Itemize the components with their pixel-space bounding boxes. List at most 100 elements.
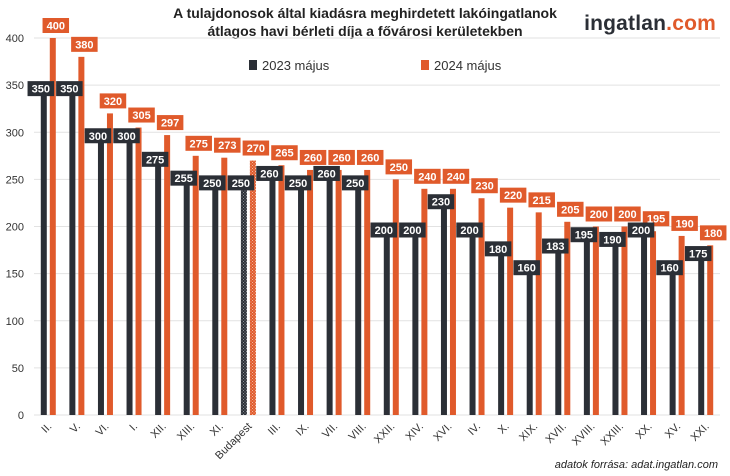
- data-label-2024: 200: [590, 209, 608, 221]
- bar-2024: [278, 165, 285, 415]
- x-tick-label: XII.: [149, 421, 169, 441]
- data-label-box-2024: [642, 211, 670, 227]
- bar-2024: [678, 235, 685, 415]
- bar-2024: [221, 157, 228, 415]
- data-label-box-2024: [328, 149, 355, 165]
- data-label-2024: 240: [447, 171, 465, 183]
- x-tick-label: XXI.: [689, 421, 712, 444]
- data-label-box-2023: [370, 222, 398, 238]
- data-label-box-2024: [42, 18, 70, 33]
- data-label-2024: 320: [104, 96, 122, 108]
- data-label-2023: 190: [603, 234, 621, 246]
- data-label-2024: 190: [675, 218, 693, 230]
- bar-2023: [698, 250, 705, 415]
- data-label-2024: 265: [275, 148, 293, 160]
- bar-2024: [621, 226, 628, 415]
- ingatlan-logo: ingatlan.com: [584, 12, 716, 36]
- data-label-2023: 260: [317, 168, 335, 180]
- data-label-box-2024: [99, 93, 127, 109]
- x-tick-label: XX.: [634, 421, 655, 442]
- bar-2023: [326, 169, 333, 415]
- data-label-2023: 200: [632, 225, 650, 237]
- y-tick-label: 250: [6, 174, 24, 186]
- bar-2023: [469, 226, 476, 415]
- bar-2024: [592, 226, 599, 415]
- bar-2024: [421, 188, 428, 415]
- data-label-box-2023: [341, 175, 369, 191]
- bar-2024: [364, 169, 371, 415]
- bar-2023: [612, 235, 619, 415]
- data-label-2024: 260: [332, 152, 350, 164]
- data-source-note: adatok forrása: adat.ingatlan.com: [554, 459, 718, 471]
- data-label-box-2024: [128, 107, 155, 123]
- data-label-2023: 260: [260, 168, 278, 180]
- y-tick-label: 200: [6, 222, 24, 234]
- y-tick-label: 0: [18, 410, 24, 422]
- logo-suffix-text: .com: [666, 12, 716, 35]
- data-label-2023: 350: [32, 84, 50, 96]
- data-label-2023: 183: [546, 241, 564, 253]
- legend-swatch-2024: [421, 60, 429, 70]
- x-tick-label: XV.: [663, 421, 683, 441]
- data-label-2024: 200: [618, 209, 636, 221]
- bar-2023: [641, 226, 648, 415]
- x-tick-label: VI.: [94, 421, 112, 439]
- data-label-box-2023: [656, 260, 683, 276]
- data-label-box-2023: [284, 175, 312, 191]
- bar-2023: [669, 264, 676, 415]
- x-tick-label: X.: [496, 421, 512, 437]
- data-label-2023: 160: [518, 263, 536, 275]
- bar-2024: [478, 198, 485, 415]
- x-tick-label: XXII.: [372, 421, 397, 446]
- y-tick-label: 50: [12, 363, 24, 375]
- bar-2024: [564, 221, 571, 415]
- data-label-box-2023: [199, 175, 226, 191]
- data-label-box-2023: [570, 227, 598, 243]
- data-label-box-2023: [113, 128, 140, 144]
- data-label-2024: 250: [390, 162, 408, 174]
- logo-main-text: ingatlan: [584, 12, 667, 35]
- legend-label-2024: 2024 május: [434, 58, 502, 73]
- data-label-box-2023: [542, 238, 569, 254]
- data-label-2023: 200: [460, 225, 478, 237]
- x-tick-label: IV.: [466, 421, 483, 438]
- data-label-box-2023: [684, 246, 712, 262]
- data-label-box-2023: [399, 222, 426, 238]
- data-label-box-2024: [385, 159, 413, 175]
- data-label-2024: 275: [190, 138, 208, 150]
- bar-2024: [507, 207, 514, 415]
- bar-2023: [440, 198, 447, 415]
- y-tick-label: 150: [6, 269, 24, 281]
- data-label-box-2024: [614, 206, 641, 222]
- bar-2024: [49, 38, 56, 415]
- data-label-box-2024: [299, 149, 327, 165]
- data-label-box-2024: [499, 187, 527, 203]
- data-label-box-2023: [256, 165, 283, 181]
- bar-2023: [269, 169, 276, 415]
- data-label-2023: 250: [232, 178, 250, 190]
- data-label-2023: 230: [432, 197, 450, 209]
- x-tick-label: XXIII.: [599, 421, 627, 449]
- x-tick-label: XVIII.: [570, 421, 598, 449]
- x-tick-label: XIV.: [404, 421, 426, 443]
- data-label-2024: 380: [75, 39, 93, 51]
- data-label-box-2024: [442, 168, 470, 184]
- x-tick-label: XIX.: [517, 421, 540, 444]
- y-tick-label: 300: [6, 127, 24, 139]
- x-tick-label: II.: [39, 421, 54, 436]
- chart-title-line1: A tulajdonosok által kiadásra meghirdete…: [173, 5, 557, 21]
- bar-2023: [97, 132, 104, 415]
- data-label-box-2023: [141, 151, 169, 167]
- bar-2024: [449, 188, 456, 415]
- data-label-2024: 260: [304, 152, 322, 164]
- data-label-box-2023: [84, 128, 112, 144]
- x-tick-label: IX.: [294, 421, 312, 439]
- bar-2023: [526, 264, 533, 415]
- bar-2024: [307, 169, 314, 415]
- data-label-box-2024: [557, 201, 584, 217]
- x-tick-label: V.: [68, 421, 83, 436]
- bar-2024: [192, 155, 199, 415]
- data-label-box-2023: [484, 241, 512, 257]
- data-label-box-2023: [56, 81, 83, 97]
- bar-2023: [183, 174, 190, 415]
